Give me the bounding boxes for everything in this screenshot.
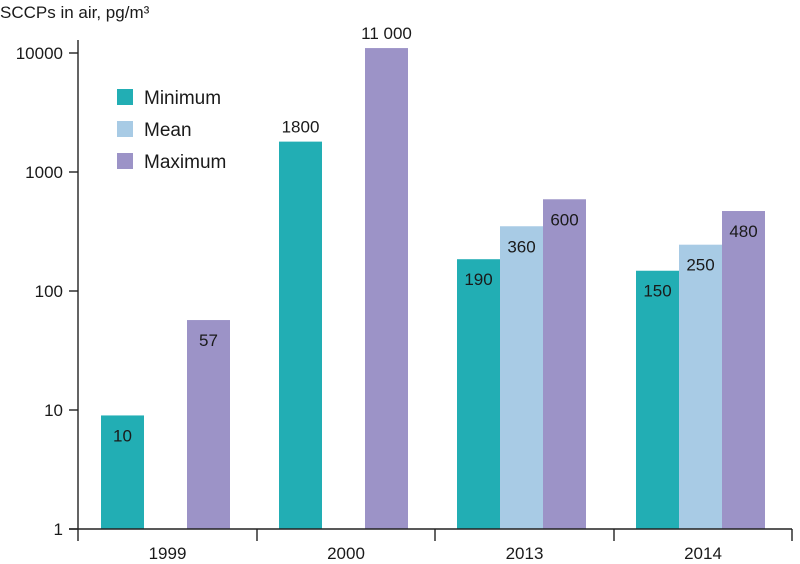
y-tick-label-100: 100 — [35, 282, 63, 301]
y-tick-label-1: 1 — [54, 520, 63, 539]
data-label-maximum-2000: 11 000 — [361, 24, 412, 43]
bars-layer — [101, 48, 765, 530]
y-tick-label-10: 10 — [44, 401, 63, 420]
data-label-maximum-2013: 600 — [550, 210, 578, 229]
data-label-minimum-2014: 150 — [643, 282, 671, 301]
legend-label-maximum: Maximum — [144, 152, 226, 173]
x-tick-label-2014: 2014 — [684, 544, 722, 563]
axes-layer: 1 10 100 1000 10000 1999 2000 2013 2014 — [16, 40, 793, 563]
y-axis-label: SCCPs in air, pg/m³ — [0, 3, 150, 22]
data-label-mean-2014: 250 — [686, 256, 714, 275]
x-tick-label-1999: 1999 — [149, 544, 187, 563]
x-tick-label-2013: 2013 — [506, 544, 544, 563]
bar-maximum-2000 — [365, 48, 408, 529]
data-label-minimum-1999: 10 — [113, 426, 132, 445]
legend: Minimum Mean Maximum — [117, 88, 226, 173]
bar-minimum-2014 — [636, 270, 679, 529]
bar-mean-2013 — [500, 226, 543, 529]
data-label-maximum-2014: 480 — [729, 222, 757, 241]
data-label-minimum-2000: 1800 — [282, 118, 320, 137]
y-tick-label-1000: 1000 — [25, 163, 63, 182]
legend-label-minimum: Minimum — [144, 88, 221, 109]
legend-swatch-maximum — [117, 153, 133, 169]
bar-minimum-2013 — [457, 259, 500, 529]
y-tick-label-10000: 10000 — [16, 44, 63, 63]
bar-minimum-1999 — [101, 415, 144, 529]
data-label-maximum-1999: 57 — [199, 331, 218, 350]
legend-swatch-mean — [117, 121, 133, 137]
x-tick-label-2000: 2000 — [327, 544, 365, 563]
data-label-mean-2013: 360 — [507, 237, 535, 256]
bar-minimum-2000 — [279, 141, 322, 530]
bar-maximum-2013 — [543, 199, 586, 529]
bar-maximum-2014 — [722, 211, 765, 529]
data-labels-layer: 10 1800 190 150 360 250 57 11 000 600 480 — [113, 24, 758, 445]
data-label-minimum-2013: 190 — [464, 270, 492, 289]
legend-label-mean: Mean — [144, 120, 192, 141]
legend-swatch-minimum — [117, 89, 133, 105]
bar-maximum-1999 — [187, 320, 230, 529]
bar-mean-2014 — [679, 244, 722, 529]
